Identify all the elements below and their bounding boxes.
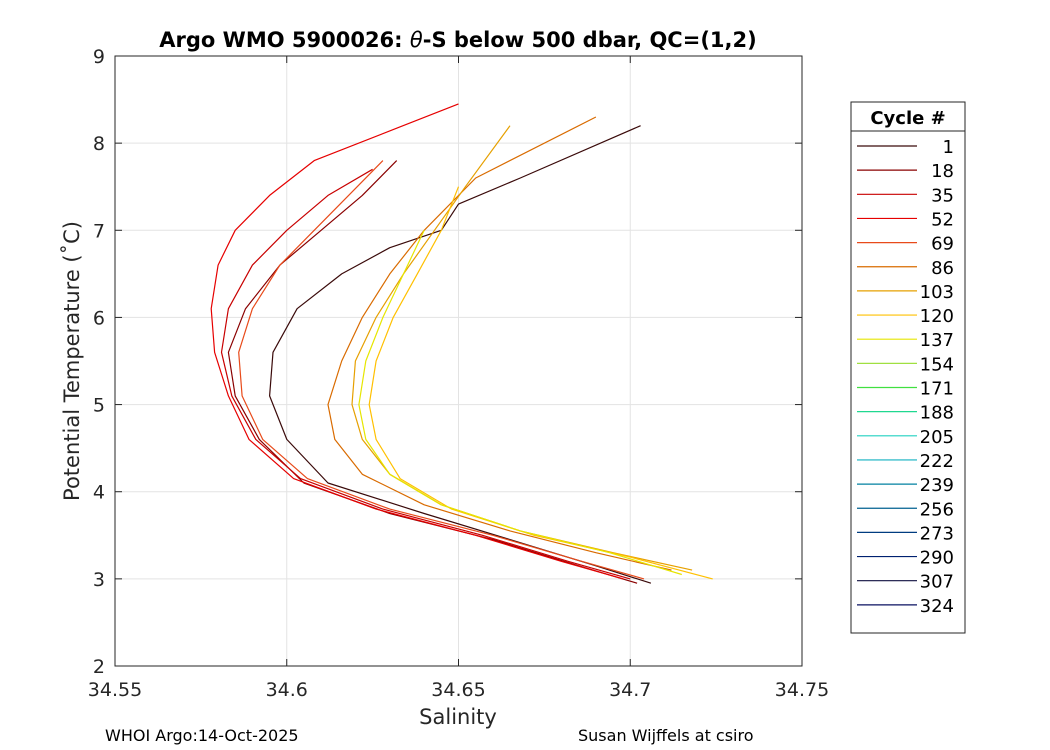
y-tick-label: 5 [93,395,105,417]
y-tick-label: 6 [93,307,105,329]
legend-entry-label: 154 [920,354,954,375]
legend-entry-label: 239 [920,475,954,496]
x-tick-label: 34.55 [88,679,142,701]
chart-title: Argo WMO 5900026: θ-S below 500 dbar, QC… [159,28,756,52]
legend-entry-label: 273 [920,523,954,544]
legend-entry-label: 18 [931,161,954,182]
x-tick-label: 34.7 [609,679,651,701]
y-axis-label: Potential Temperature (˚C) [60,221,84,501]
y-tick-label: 7 [93,220,105,242]
legend-entry-label: 35 [931,185,954,206]
series-line-cycle-18 [227,160,638,584]
x-tick-label: 34.75 [775,679,829,701]
y-tick-label: 4 [93,482,105,504]
legend: Cycle # 1 18 35 52 69 86 103 120 137 154 171 188 205 2… [850,101,966,634]
legend-entry-label: 205 [920,427,954,448]
series-line-cycle-52 [210,103,624,580]
legend-entry-label: 222 [920,451,954,472]
legend-entry-label: 103 [920,282,954,303]
legend-entry-label: 324 [920,596,954,617]
x-tick-label: 34.65 [431,679,485,701]
legend-box [850,101,966,634]
series-line-cycle-1 [269,125,652,584]
series-line-cycle-120 [368,186,713,580]
y-tick-label: 3 [93,569,105,591]
legend-entry-label: 52 [931,209,954,230]
footer-left: WHOI Argo:14-Oct-2025 [105,726,299,745]
series-line-cycle-69 [238,160,645,580]
footer-right: Susan Wijffels at csiro [578,726,754,745]
legend-title: Cycle # [870,108,945,129]
y-tick-label: 8 [93,133,105,155]
legend-entry-label: 120 [920,306,954,327]
axis-ticks: 34.55 34.6 34.65 34.7 34.75 2 3 4 5 6 7 8 9 [88,46,829,701]
legend-entry-label: 188 [920,403,954,424]
legend-entry-label: 137 [920,330,954,351]
legend-entry-label: 69 [931,234,954,255]
x-axis-label: Salinity [419,705,497,729]
legend-entry-label: 1 [943,137,954,158]
legend-entry-label: 256 [920,499,954,520]
legend-entry-label: 86 [931,258,954,279]
y-tick-label: 2 [93,656,105,678]
y-tick-label: 9 [93,46,105,68]
data-series [210,103,713,584]
legend-entry-label: 307 [920,572,954,593]
legend-entry-label: 171 [920,379,954,400]
series-line-cycle-35 [220,168,631,580]
series-line-cycle-137 [358,230,682,576]
x-tick-label: 34.6 [266,679,308,701]
legend-entry-label: 290 [920,548,954,569]
